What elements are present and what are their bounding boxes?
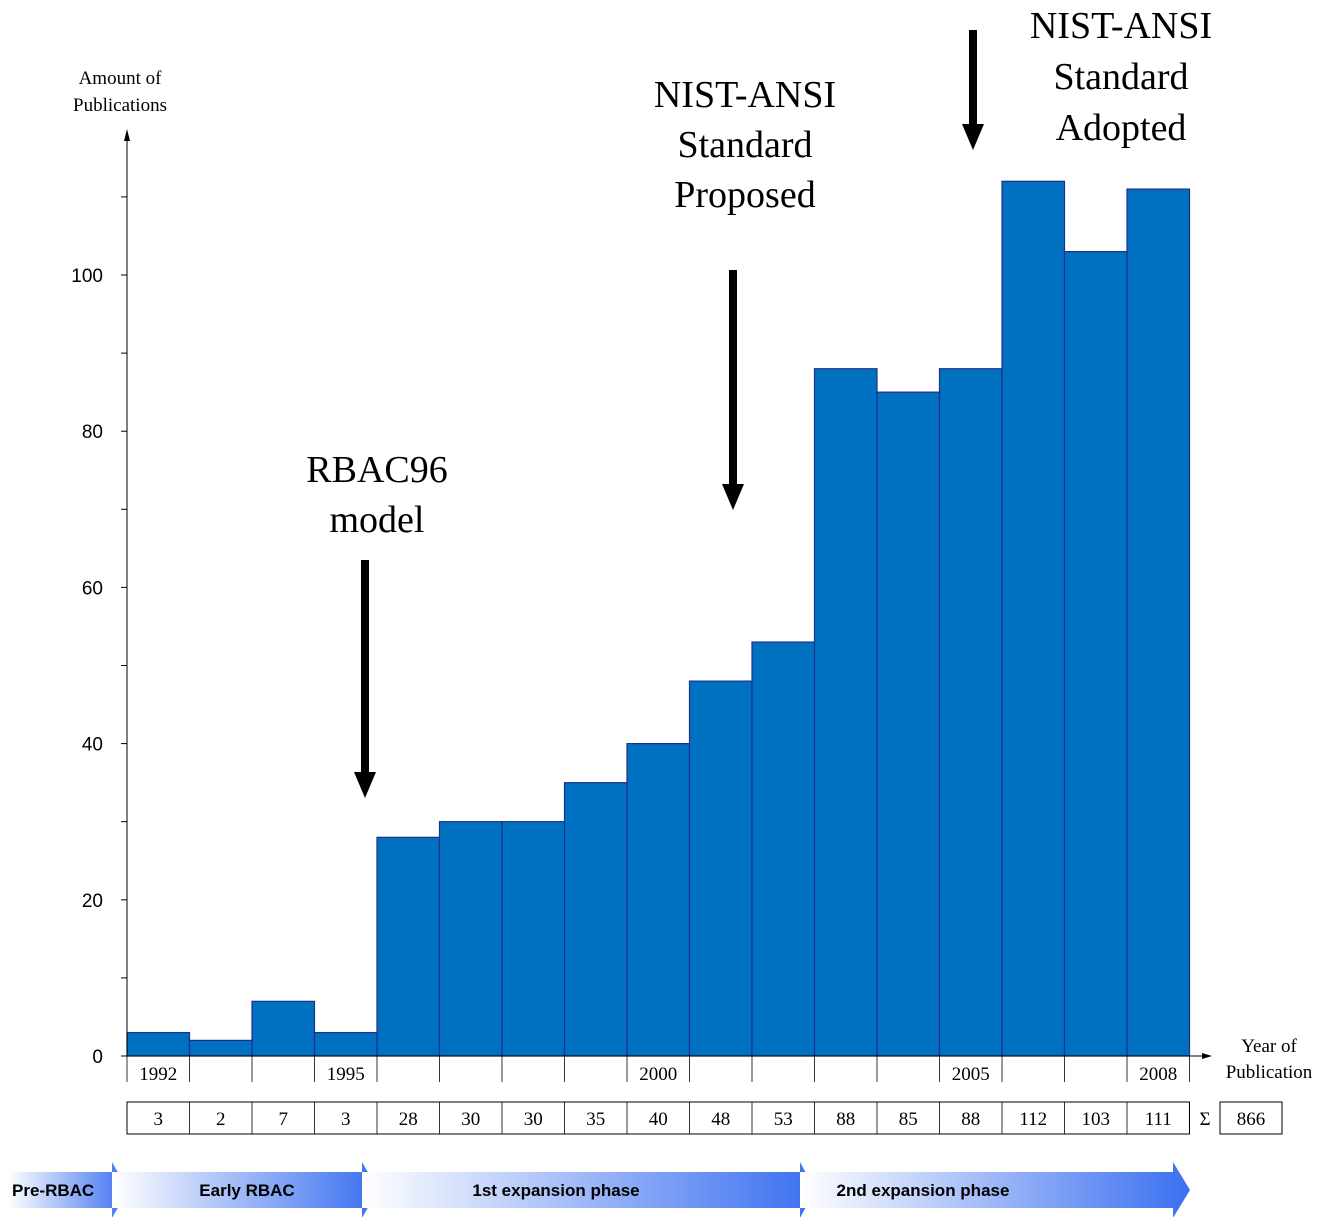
table-cell-1994: 7 [279, 1109, 289, 1130]
bar-2003 [813, 368, 878, 1057]
bars [126, 180, 1191, 1057]
y-tick-label-0: 0 [92, 1047, 103, 1068]
bar-2007 [1063, 250, 1128, 1057]
bar-2005 [938, 368, 1003, 1057]
y-tick-label-40: 40 [82, 735, 103, 756]
table-cell-2002: 53 [774, 1109, 793, 1130]
phase-arrow-1 [8, 1162, 128, 1217]
annotation-3-arrow-shaft [969, 30, 977, 126]
axes: 0 20 40 60 80 100 Amount of Publications 1992 199… [71, 68, 1312, 1085]
total-value: 866 [1237, 1109, 1266, 1130]
x-axis-title-line1: Year of [1241, 1036, 1297, 1057]
y-axis-title-line2: Publications [73, 95, 167, 116]
annotation-2-line-1: NIST-ANSI [654, 74, 836, 116]
bar-2000 [626, 742, 691, 1057]
annotation-3-line-3: Adopted [1056, 107, 1187, 149]
x-tick-label-2005: 2005 [952, 1064, 990, 1085]
value-table: 3 2 7 3 28 30 30 35 40 48 53 88 85 88 112 103 111 Σ 866 [126, 1101, 1283, 1135]
table-cell-2006: 112 [1019, 1109, 1047, 1130]
x-tick-label-1992: 1992 [139, 1064, 177, 1085]
bar-1997 [438, 821, 503, 1057]
annotation-2-line-3: Proposed [674, 174, 815, 216]
bar-2006 [1001, 180, 1066, 1057]
phase-label-1: Pre-RBAC [12, 1181, 94, 1200]
table-cell-2001: 48 [711, 1109, 730, 1130]
annotation-1-arrow-head [354, 772, 376, 798]
annotation-3: NIST-ANSI Standard Adopted [962, 5, 1212, 150]
annotations: RBAC96modelNIST-ANSIStandardProposedNIST… [306, 5, 1212, 798]
phase-arrow-3 [362, 1162, 815, 1217]
phase-arrow-2 [112, 1162, 378, 1217]
table-cell-1992: 3 [154, 1109, 164, 1130]
phase-label-3: 1st expansion phase [472, 1181, 639, 1200]
bar-1992 [126, 1031, 191, 1057]
table-cell-2000: 40 [649, 1109, 668, 1130]
total-cell-frame [1219, 1101, 1283, 1135]
table-cell-1993: 2 [216, 1109, 226, 1130]
annotation-2-arrow-head [722, 484, 744, 510]
bar-2008 [1126, 188, 1191, 1057]
annotation-1-arrow-shaft [361, 560, 369, 774]
phase-label-4: 2nd expansion phase [837, 1181, 1010, 1200]
bar-1993 [188, 1039, 253, 1057]
phase-arrow-4 [800, 1162, 1190, 1217]
bar-1995 [313, 1031, 378, 1057]
y-tick-label-60: 60 [82, 578, 103, 599]
table-cell-1997: 30 [461, 1109, 480, 1130]
bar-2001 [688, 680, 753, 1057]
y-axis-arrowhead [124, 129, 130, 141]
x-tick-label-2008: 2008 [1139, 1064, 1177, 1085]
annotation-2-line-2: Standard [677, 124, 812, 166]
table-cell-1998: 30 [524, 1109, 543, 1130]
table-cell-2008: 111 [1145, 1109, 1172, 1130]
bar-1998 [501, 821, 566, 1057]
y-tick-label-20: 20 [82, 891, 103, 912]
annotation-2-arrow-shaft [729, 270, 737, 486]
annotation-1-line-2: model [330, 499, 425, 541]
annotation-1-line-1: RBAC96 [306, 449, 447, 491]
x-axis-title-line2: Publication [1226, 1062, 1313, 1083]
bar-2004 [876, 391, 941, 1057]
bar-1994 [251, 1000, 316, 1057]
bar-1996 [376, 836, 441, 1057]
y-tick-label-80: 80 [82, 422, 103, 443]
phase-label-2: Early RBAC [199, 1181, 294, 1200]
bar-1999 [563, 782, 628, 1057]
bar-2002 [751, 641, 816, 1057]
annotation-2: NIST-ANSI Standard Proposed [654, 74, 836, 510]
sum-symbol: Σ [1199, 1109, 1210, 1130]
annotation-1: RBAC96 model [306, 449, 448, 798]
table-cell-2007: 103 [1082, 1109, 1111, 1130]
y-axis-title-line1: Amount of [79, 68, 163, 89]
table-cell-1996: 28 [399, 1109, 418, 1130]
annotation-3-line-2: Standard [1053, 56, 1188, 98]
y-tick-label-100: 100 [71, 266, 103, 287]
annotation-3-line-1: NIST-ANSI [1030, 5, 1212, 47]
phase-arrows: Pre-RBAC Early RBAC 1st expansion phase 2nd… [8, 1162, 1190, 1217]
x-axis-arrowhead [1202, 1053, 1212, 1059]
table-cell-2004: 85 [899, 1109, 918, 1130]
table-cell-1995: 3 [341, 1109, 351, 1130]
table-cell-2005: 88 [961, 1109, 980, 1130]
x-tick-label-2000: 2000 [639, 1064, 677, 1085]
table-cell-2003: 88 [836, 1109, 855, 1130]
x-tick-label-1995: 1995 [327, 1064, 365, 1085]
annotation-3-arrow-head [962, 124, 984, 150]
value-table-frame [126, 1101, 1190, 1135]
table-cell-1999: 35 [586, 1109, 605, 1130]
